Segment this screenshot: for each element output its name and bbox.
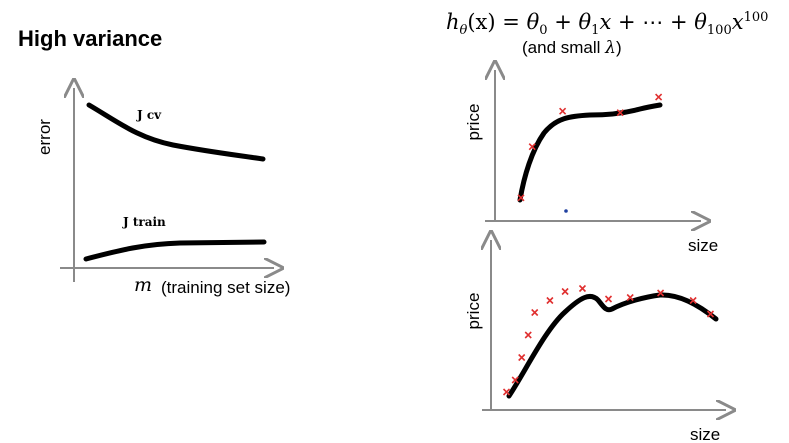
data-point-marker xyxy=(706,310,715,318)
formula-arg: (x) xyxy=(467,10,496,34)
top-ylabel: price xyxy=(464,104,483,141)
lc-jtrain-curve xyxy=(83,239,267,262)
hypothesis-formula: hθ(x) = θ0 + θ1x + ⋯ + θ100x100 xyxy=(446,10,769,39)
lc-xlabel-text: (training set size) xyxy=(161,278,290,297)
lambda-note-prefix: (and small xyxy=(522,38,601,57)
lc-xlabel-symbol: m xyxy=(134,274,152,296)
lc-jcv-label: J cv xyxy=(136,108,162,122)
formula-theta0-sub: 0 xyxy=(539,23,548,39)
formula-h-sub: θ xyxy=(459,23,468,39)
data-point-marker xyxy=(559,107,567,115)
bottom-data-points xyxy=(502,284,715,396)
formula-x100: x xyxy=(731,10,744,34)
formula-h: h xyxy=(446,10,460,34)
data-point-marker xyxy=(626,293,634,302)
bottom-xlabel: size xyxy=(690,425,720,443)
bottom-fit-curve xyxy=(506,292,719,399)
data-point-marker xyxy=(616,109,624,117)
data-point-marker xyxy=(604,295,613,303)
formula-theta100: θ xyxy=(694,10,707,34)
data-point-marker xyxy=(689,296,697,305)
lc-ylabel: error xyxy=(35,119,54,155)
formula-theta0: θ xyxy=(526,10,540,34)
lc-jtrain-label: J train xyxy=(122,215,166,229)
lambda-symbol: λ xyxy=(605,38,616,58)
data-point-marker xyxy=(517,194,525,202)
formula-theta1: θ xyxy=(578,10,592,34)
lambda-note-suffix: ) xyxy=(615,38,622,57)
formula-x: x xyxy=(599,10,612,34)
lambda-note: (and small λ) xyxy=(522,38,622,58)
formula-x100-sup: 100 xyxy=(743,10,769,25)
top-data-points xyxy=(517,93,663,202)
data-point-marker xyxy=(578,284,587,293)
top-fit-curve xyxy=(517,102,663,203)
formula-dots: ⋯ xyxy=(642,10,664,34)
formula-theta1-sub: 1 xyxy=(591,23,600,39)
data-point-marker xyxy=(546,296,554,305)
data-point-marker xyxy=(518,353,526,362)
data-point-marker xyxy=(524,331,532,339)
data-point-marker xyxy=(655,93,663,101)
data-point-marker xyxy=(528,143,536,151)
top-xlabel: size xyxy=(688,236,718,255)
slide-title: High variance xyxy=(18,26,163,51)
data-point-marker xyxy=(657,289,665,297)
data-point-marker xyxy=(531,308,539,317)
bottom-ylabel: price xyxy=(464,293,483,330)
data-point-marker xyxy=(561,287,569,296)
lc-jcv-curve xyxy=(86,102,266,162)
data-point-marker xyxy=(511,376,519,384)
top-stray-dot xyxy=(564,209,568,213)
formula-theta100-sub: 100 xyxy=(706,23,732,39)
data-point-marker xyxy=(502,388,511,396)
